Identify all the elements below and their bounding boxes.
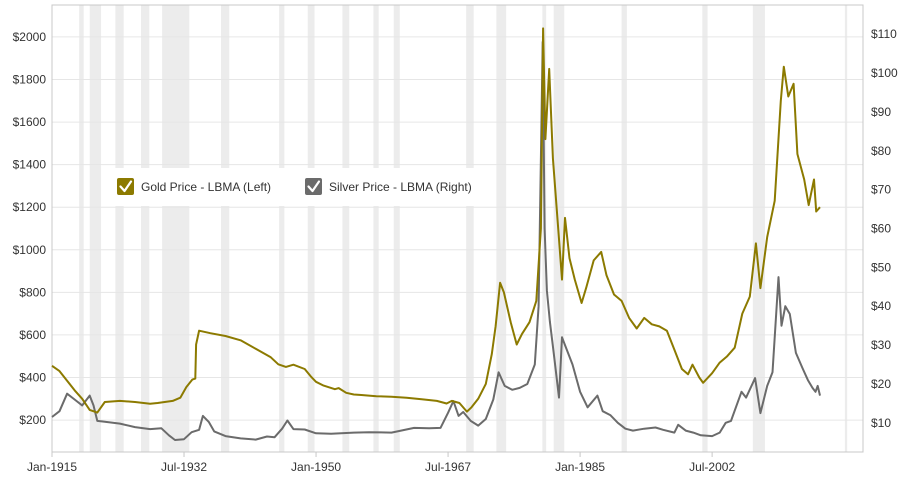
- y-tick-label-left: $800: [19, 285, 46, 299]
- recession-band: [752, 5, 765, 452]
- checkmark-icon: [307, 180, 321, 193]
- legend-item-silver[interactable]: Silver Price - LBMA (Right): [305, 178, 472, 195]
- y-tick-label-left: $1600: [13, 115, 47, 129]
- y-tick-label-left: $2000: [13, 30, 47, 44]
- recession-band: [466, 5, 474, 452]
- series-lines: [51, 27, 821, 441]
- recession-band: [162, 5, 190, 452]
- recession-band: [393, 5, 400, 452]
- recession-bands: [79, 5, 848, 452]
- x-tick-label: Jan-1915: [27, 460, 77, 474]
- y-tick-label-right: $20: [871, 377, 891, 391]
- recession-band: [621, 5, 627, 452]
- recession-band: [844, 5, 848, 452]
- gold-price-line: [51, 27, 821, 414]
- recession-band: [89, 5, 102, 452]
- legend: Gold Price - LBMA (Left) Silver Price - …: [103, 168, 483, 206]
- y-tick-label-left: $1200: [13, 200, 47, 214]
- x-tick-label: Jul-2002: [689, 460, 735, 474]
- y-tick-label-right: $90: [871, 105, 891, 119]
- y-tick-label-right: $110: [871, 27, 897, 41]
- x-tick-label: Jan-1950: [291, 460, 341, 474]
- recession-band: [496, 5, 507, 452]
- recession-band: [342, 5, 350, 452]
- recession-band: [373, 5, 379, 452]
- legend-item-gold[interactable]: Gold Price - LBMA (Left): [117, 178, 271, 195]
- y-tick-label-right: $50: [871, 260, 891, 274]
- plot-frame: [51, 4, 864, 453]
- axes: $200 $400 $600 $800 $1000 $1200 $1400 $1600 $180…: [13, 4, 898, 474]
- y-tick-label-right: $80: [871, 144, 891, 158]
- y-tick-label-right: $70: [871, 183, 891, 197]
- silver-price-line: [51, 40, 821, 441]
- y-tick-label-right: $30: [871, 338, 891, 352]
- y-tick-label-right: $100: [871, 66, 898, 80]
- legend-label-gold: Gold Price - LBMA (Left): [141, 180, 271, 194]
- y-tick-label-right: $10: [871, 416, 891, 430]
- recession-band: [307, 5, 315, 452]
- y-tick-label-left: $1400: [13, 158, 47, 172]
- x-tick-label: Jul-1932: [161, 460, 207, 474]
- y-tick-label-left: $200: [19, 413, 46, 427]
- legend-background: [103, 168, 483, 206]
- recession-band: [220, 5, 230, 452]
- y-tick-label-right: $40: [871, 299, 891, 313]
- y-tick-label-left: $1000: [13, 243, 47, 257]
- y-tick-label-left: $1800: [13, 73, 47, 87]
- y-tick-label-right: $60: [871, 222, 891, 236]
- recession-band: [79, 5, 84, 452]
- recession-band: [141, 5, 150, 452]
- legend-label-silver: Silver Price - LBMA (Right): [329, 180, 472, 194]
- y-tick-label-left: $400: [19, 371, 46, 385]
- grid-lines: [52, 36, 863, 421]
- recession-band: [702, 5, 708, 452]
- recession-band: [115, 5, 124, 452]
- checkmark-icon: [119, 180, 133, 193]
- y-tick-label-left: $600: [19, 328, 46, 342]
- x-tick-label: Jan-1985: [555, 460, 605, 474]
- x-tick-label: Jul-1967: [425, 460, 471, 474]
- recession-band: [279, 5, 285, 452]
